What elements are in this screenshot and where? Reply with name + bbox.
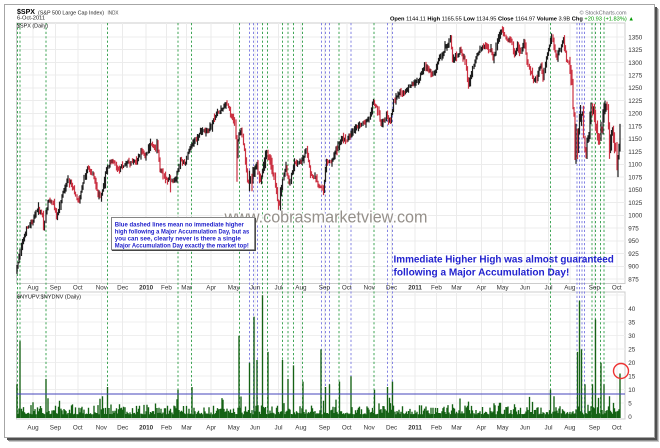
svg-text:950: 950	[628, 238, 639, 245]
svg-text:1350: 1350	[628, 34, 643, 41]
svg-text:6-Oct-2011: 6-Oct-2011	[17, 16, 45, 22]
svg-text:Oct: Oct	[342, 424, 352, 431]
svg-text:1175: 1175	[628, 124, 642, 131]
svg-text:you can see, clearly never is: you can see, clearly never is there a si…	[115, 235, 241, 242]
svg-text:Major Accumulation Day exactly: Major Accumulation Day exactly the marke…	[115, 242, 249, 249]
svg-text:www.cobrasmarketview.com: www.cobrasmarketview.com	[224, 209, 428, 227]
svg-text:Aug: Aug	[564, 285, 576, 292]
svg-text:following a Major Accumulation: following a Major Accumulation Day!	[394, 268, 570, 279]
svg-text:Oct: Oct	[73, 285, 83, 292]
svg-text:Mar: Mar	[451, 285, 462, 292]
svg-text:Blue dashed lines mean no imme: Blue dashed lines mean no immediate high…	[115, 221, 245, 228]
svg-text:Aug: Aug	[295, 424, 307, 431]
svg-text:2011: 2011	[408, 424, 422, 431]
svg-text:25: 25	[628, 347, 636, 354]
svg-text:Nov: Nov	[364, 285, 376, 292]
svg-text:1200: 1200	[628, 111, 643, 118]
svg-text:Dec: Dec	[117, 424, 128, 431]
svg-text:Jun: Jun	[250, 424, 261, 431]
svg-text:2010: 2010	[139, 424, 154, 431]
svg-text:1250: 1250	[628, 85, 643, 92]
svg-text:925: 925	[628, 251, 639, 258]
svg-text:1125: 1125	[628, 149, 642, 156]
svg-text:Apr: Apr	[476, 424, 486, 431]
svg-text:www.cobrasmarketview.com: www.cobrasmarketview.com	[224, 209, 428, 227]
svg-text:Aug: Aug	[564, 424, 576, 431]
svg-text:35: 35	[628, 320, 636, 327]
svg-text:May: May	[228, 285, 241, 292]
svg-text:875: 875	[628, 276, 639, 283]
svg-text:Mar: Mar	[181, 424, 192, 431]
svg-text:Mar: Mar	[451, 424, 462, 431]
svg-text:Feb: Feb	[161, 424, 172, 431]
svg-text:$NYUPV:$NYDNV (Daily): $NYUPV:$NYDNV (Daily)	[17, 294, 81, 300]
svg-text:40: 40	[628, 306, 636, 313]
svg-text:Jun: Jun	[250, 285, 261, 292]
svg-text:high following a Major Accumul: high following a Major Accumulation Day,…	[115, 228, 250, 235]
svg-text:2011: 2011	[408, 285, 422, 292]
svg-text:5: 5	[628, 401, 632, 408]
svg-text:Aug: Aug	[27, 285, 39, 292]
svg-text:© StockCharts.com: © StockCharts.com	[580, 9, 627, 16]
svg-text:1000: 1000	[628, 213, 643, 220]
svg-text:$SPX: $SPX	[17, 8, 35, 16]
svg-text:20: 20	[628, 360, 636, 367]
svg-text:Jul: Jul	[544, 424, 552, 431]
svg-text:2010: 2010	[139, 285, 154, 292]
svg-text:1050: 1050	[628, 187, 643, 194]
svg-text:Sep: Sep	[589, 285, 601, 292]
svg-text:Mar: Mar	[181, 285, 192, 292]
svg-text:$SPX (Daily): $SPX (Daily)	[17, 24, 48, 30]
svg-text:Feb: Feb	[431, 285, 442, 292]
svg-text:Sep: Sep	[589, 424, 601, 431]
svg-text:(S&P 500 Large Cap Index): (S&P 500 Large Cap Index)	[38, 10, 104, 16]
svg-text:May: May	[497, 285, 510, 292]
svg-text:10: 10	[628, 387, 636, 394]
svg-text:Oct: Oct	[342, 285, 352, 292]
svg-text:975: 975	[628, 225, 639, 232]
svg-text:1100: 1100	[628, 162, 642, 169]
svg-text:Dec: Dec	[117, 285, 128, 292]
svg-text:Jul: Jul	[274, 285, 282, 292]
svg-text:1150: 1150	[628, 136, 642, 143]
svg-text:Jul: Jul	[274, 424, 282, 431]
svg-text:Oct: Oct	[612, 285, 622, 292]
svg-text:1275: 1275	[628, 73, 643, 80]
svg-text:INDX: INDX	[108, 10, 119, 16]
svg-text:Aug: Aug	[27, 424, 39, 431]
svg-text:Aug: Aug	[295, 285, 307, 292]
svg-text:Nov: Nov	[96, 285, 108, 292]
svg-text:0: 0	[628, 414, 632, 421]
svg-text:Sep: Sep	[50, 424, 62, 431]
svg-text:Dec: Dec	[386, 424, 397, 431]
svg-text:1075: 1075	[628, 174, 643, 181]
svg-text:30: 30	[628, 333, 636, 340]
svg-text:Jun: Jun	[520, 424, 531, 431]
svg-text:Sep: Sep	[319, 424, 331, 431]
svg-text:1300: 1300	[628, 60, 643, 67]
svg-text:900: 900	[628, 264, 639, 271]
svg-text:Feb: Feb	[431, 424, 442, 431]
svg-text:1225: 1225	[628, 98, 643, 105]
svg-text:Immediate Higher High was almo: Immediate Higher High was almost guarant…	[394, 254, 614, 265]
svg-text:Apr: Apr	[476, 285, 486, 292]
svg-text:Dec: Dec	[386, 285, 397, 292]
svg-text:Feb: Feb	[161, 285, 172, 292]
svg-text:1325: 1325	[628, 47, 643, 54]
svg-text:Sep: Sep	[319, 285, 331, 292]
svg-text:Nov: Nov	[96, 424, 108, 431]
svg-text:Open 1144.11 High 1165.55 Low: Open 1144.11 High 1165.55 Low 1134.95 Cl…	[390, 17, 634, 23]
svg-text:Apr: Apr	[206, 424, 216, 431]
svg-text:Apr: Apr	[206, 285, 216, 292]
svg-text:Oct: Oct	[612, 424, 622, 431]
svg-text:Nov: Nov	[364, 424, 376, 431]
svg-text:1025: 1025	[628, 200, 643, 207]
svg-text:Oct: Oct	[73, 424, 83, 431]
svg-text:15: 15	[628, 374, 636, 381]
svg-text:Jun: Jun	[520, 285, 531, 292]
svg-text:May: May	[497, 424, 510, 431]
svg-text:Jul: Jul	[544, 285, 552, 292]
svg-text:May: May	[228, 424, 241, 431]
svg-text:Sep: Sep	[50, 285, 62, 292]
